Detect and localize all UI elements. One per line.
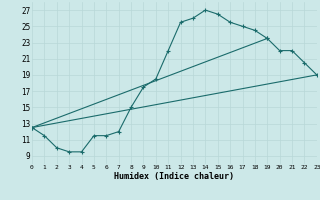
X-axis label: Humidex (Indice chaleur): Humidex (Indice chaleur) [115,172,234,181]
